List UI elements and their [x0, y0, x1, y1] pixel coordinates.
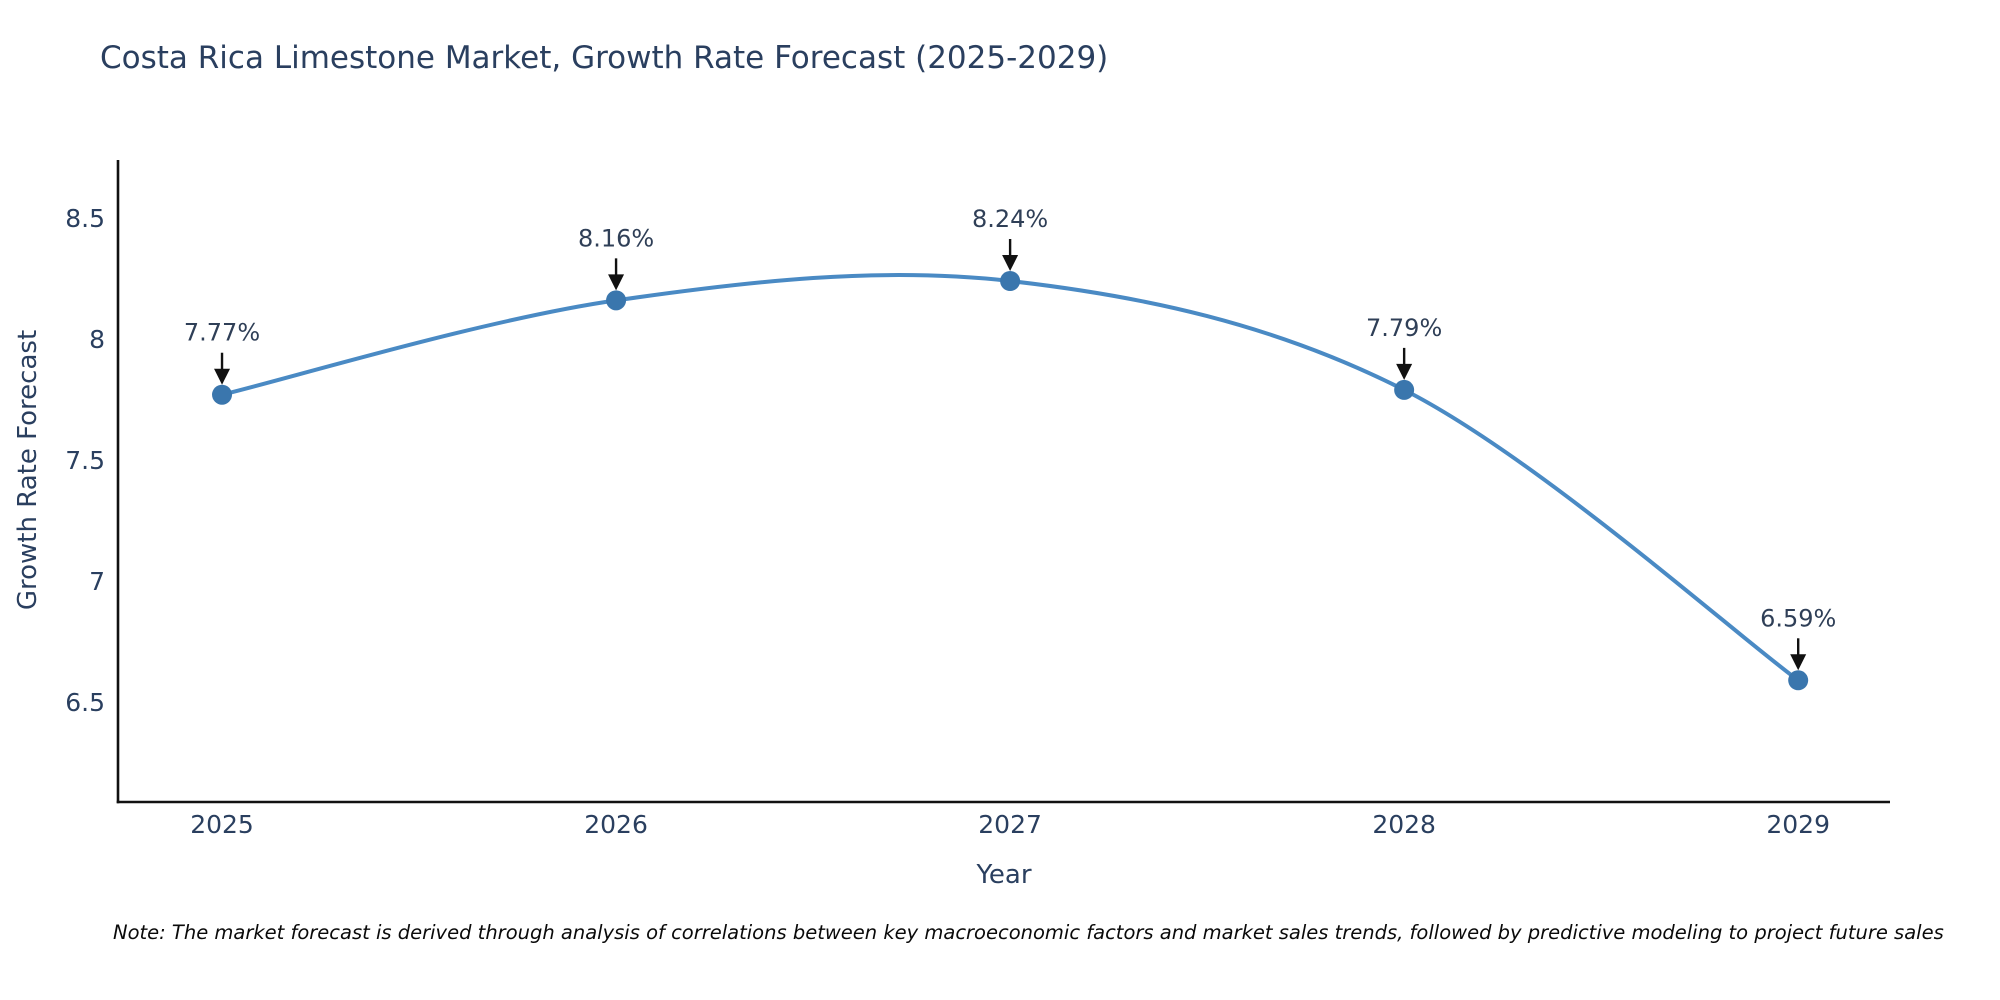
data-point-marker — [1788, 670, 1809, 691]
x-tick-label: 2027 — [978, 810, 1042, 839]
y-tick-label: 6.5 — [65, 688, 105, 717]
y-tick-label: 8 — [89, 325, 105, 354]
y-tick-label: 7.5 — [65, 446, 105, 475]
data-point-marker — [1394, 379, 1415, 400]
data-point-label: 8.24% — [972, 205, 1048, 233]
data-point-label: 7.77% — [184, 319, 260, 347]
x-tick-label: 2025 — [190, 810, 254, 839]
annotation-arrowhead-icon — [1002, 254, 1019, 271]
annotation-arrowhead-icon — [214, 368, 231, 385]
y-tick-label: 8.5 — [65, 204, 105, 233]
annotation-arrowhead-icon — [608, 274, 625, 291]
x-tick-label: 2028 — [1372, 810, 1436, 839]
chart-title: Costa Rica Limestone Market, Growth Rate… — [100, 40, 1109, 76]
trend-line — [220, 273, 1801, 683]
y-tick-label: 7 — [89, 567, 105, 596]
footnote: Note: The market forecast is derived thr… — [113, 921, 1944, 944]
data-point-label: 8.16% — [578, 224, 654, 252]
data-point-marker — [212, 384, 233, 405]
data-point-label: 6.59% — [1760, 604, 1836, 632]
x-tick-label: 2029 — [1766, 810, 1830, 839]
annotation-arrowhead-icon — [1396, 363, 1413, 380]
annotation-arrowhead-icon — [1790, 654, 1807, 671]
x-axis-title: Year — [976, 860, 1032, 890]
data-point-marker — [1000, 270, 1021, 291]
data-point-label: 7.79% — [1366, 314, 1442, 342]
data-point-marker — [606, 290, 627, 311]
x-tick-label: 2026 — [584, 810, 648, 839]
